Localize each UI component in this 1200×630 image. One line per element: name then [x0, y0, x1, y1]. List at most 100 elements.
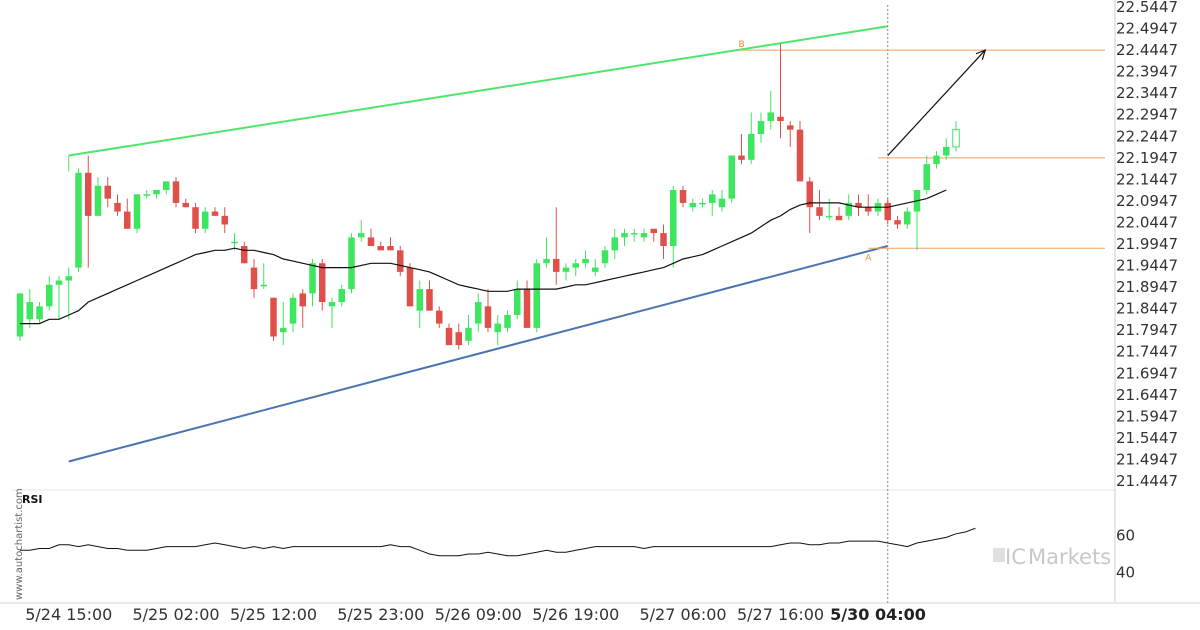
time-tick-label: 5/27 06:00	[639, 605, 726, 624]
candle-body	[202, 211, 209, 229]
candle-body	[377, 246, 384, 251]
candle-body	[943, 146, 950, 156]
candle-body	[426, 289, 433, 311]
candle-body	[270, 297, 277, 337]
candle-body	[845, 202, 852, 216]
price-tick-label: 21.5947	[1116, 407, 1178, 425]
projection-arrow-line	[887, 49, 986, 156]
candle-body	[36, 306, 43, 320]
candle-body	[328, 302, 336, 307]
price-tick-label: 22.4947	[1116, 20, 1178, 38]
candle-body	[250, 267, 258, 290]
candle-body	[748, 133, 755, 160]
candle-body	[416, 289, 423, 311]
time-axis: 5/24 15:00 5/25 02:00 5/25 12:00 5/25 23:00…	[25, 605, 926, 624]
price-tick-label: 22.0447	[1116, 213, 1178, 231]
candle-body	[543, 258, 550, 264]
annotations: BA	[739, 40, 987, 263]
candle-body	[133, 194, 141, 229]
price-tick-label: 21.6947	[1116, 364, 1178, 382]
candle-body	[582, 258, 589, 264]
candle-body	[172, 181, 180, 203]
candle-body	[16, 293, 24, 337]
price-tick-label: 21.8947	[1116, 278, 1178, 296]
price-tick-label: 21.4947	[1116, 450, 1178, 468]
candle-body	[338, 289, 345, 303]
candle-body	[826, 215, 833, 218]
price-tick-label: 21.5447	[1116, 429, 1178, 447]
candle-body	[124, 211, 131, 229]
candle-body	[504, 314, 511, 328]
candle-body	[182, 202, 189, 208]
time-tick-label: 5/26 19:00	[532, 605, 619, 624]
candle-body	[728, 155, 735, 199]
candle-body	[163, 181, 170, 191]
candle-body	[796, 129, 804, 182]
candle-body	[699, 202, 706, 205]
candle-body	[319, 263, 326, 303]
candle-body	[650, 228, 657, 234]
candle-body	[572, 263, 579, 268]
candle-body	[670, 190, 677, 247]
time-tick-label: 5/26 09:00	[435, 605, 522, 624]
chart-frame	[0, 0, 1200, 604]
candle-body	[94, 185, 102, 216]
price-tick-label: 21.8447	[1116, 300, 1178, 318]
time-tick-label: 5/30 04:00	[830, 605, 926, 624]
price-tick-label: 22.3447	[1116, 84, 1178, 102]
time-tick-label: 5/25 12:00	[230, 605, 317, 624]
candle-body	[358, 233, 365, 238]
price-tick-label: 22.4447	[1116, 41, 1178, 59]
brand-logo: IC Markets	[993, 545, 1111, 569]
candle-body	[601, 250, 609, 264]
price-tick-label: 21.9947	[1116, 235, 1178, 253]
point-a-label: A	[865, 253, 872, 263]
price-tick-label: 22.2947	[1116, 106, 1178, 124]
candle-body	[192, 207, 199, 229]
candle-body	[367, 237, 375, 247]
candle-body	[767, 112, 774, 122]
candle-body	[231, 241, 238, 244]
rsi-line	[20, 527, 976, 557]
candle-body	[894, 220, 901, 225]
channel-lines	[68, 25, 889, 463]
brand-name: Markets	[1028, 545, 1111, 569]
candle-body	[221, 215, 228, 225]
candle-body	[406, 267, 414, 307]
price-axis: 22.5447 22.4947 22.4447 22.3947 22.3447 22.29…	[1116, 0, 1178, 490]
candle-body	[855, 202, 862, 208]
price-tick-label: 21.7947	[1116, 321, 1178, 339]
candle-body	[143, 194, 150, 196]
candle-body	[523, 289, 531, 328]
price-tick-label: 22.3947	[1116, 63, 1178, 81]
candle-body	[806, 181, 813, 208]
candle-body	[289, 297, 297, 324]
candle-body	[865, 207, 872, 212]
candle-body	[309, 263, 316, 294]
candle-body	[445, 327, 453, 346]
candle-body	[738, 155, 745, 160]
candle-body	[660, 233, 667, 247]
candle-body	[436, 310, 443, 324]
candle-body	[211, 211, 219, 216]
price-tick-label: 22.0947	[1116, 192, 1178, 210]
candle-body	[640, 233, 648, 238]
rsi-title: RSI	[22, 493, 43, 506]
watermark: www.autochartist.com	[14, 488, 25, 600]
brand-prefix: IC	[1005, 545, 1026, 569]
candle-body	[85, 172, 92, 216]
brand-dots-icon	[993, 548, 1005, 562]
candle-body	[933, 155, 940, 165]
candle-body	[923, 164, 930, 191]
candle-body	[904, 211, 911, 225]
time-tick-label: 5/25 23:00	[337, 605, 424, 624]
candle-body	[153, 190, 160, 195]
candle-body	[455, 332, 462, 346]
lower-channel-line	[68, 245, 889, 463]
price-tick-label: 21.4447	[1116, 472, 1178, 490]
candle-body	[465, 327, 472, 341]
candle-body	[348, 237, 355, 290]
candle-body	[533, 263, 540, 328]
rsi-tick-label: 60	[1116, 527, 1135, 545]
